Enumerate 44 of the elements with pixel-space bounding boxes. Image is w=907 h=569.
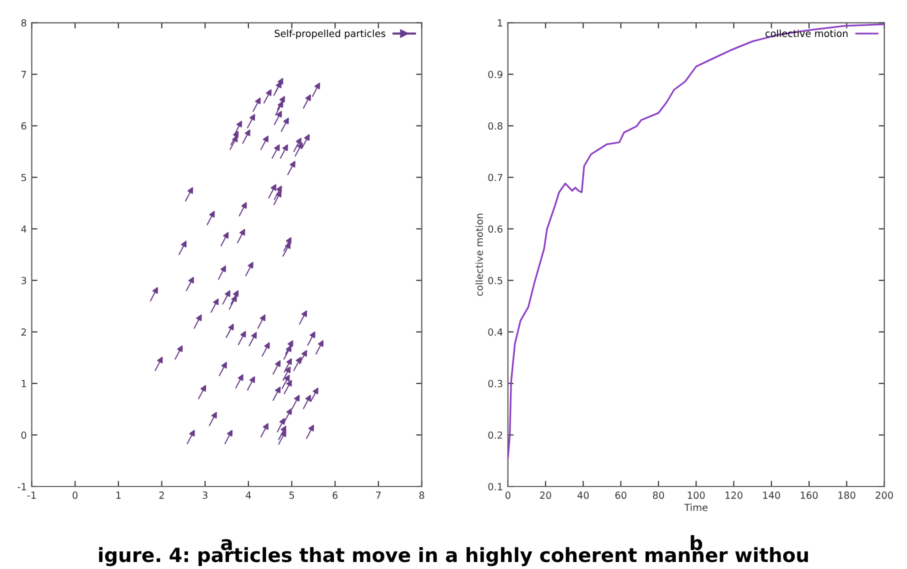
- x-tick-label: 0: [72, 492, 78, 499]
- x-tick-label: 5: [289, 492, 294, 499]
- x-tick-label: 3: [202, 492, 208, 499]
- x-tick-label: 120: [726, 492, 742, 499]
- x-axis-title: Time: [684, 504, 708, 512]
- y-tick-label: 3: [21, 276, 26, 284]
- x-tick-label: 6: [332, 492, 338, 499]
- x-tick-label: 2: [159, 492, 164, 499]
- x-tick-label: 0: [505, 492, 510, 499]
- y-tick-label: 1: [498, 19, 502, 26]
- x-tick-label: 8: [419, 492, 424, 499]
- x-tick-label: 7: [376, 492, 381, 499]
- y-tick-label: -1: [18, 483, 26, 490]
- x-tick-label: 180: [838, 492, 856, 499]
- y-tick-label: 5: [21, 174, 26, 182]
- y-tick-label: 6: [21, 122, 26, 130]
- y-tick-label: 0.2: [488, 431, 502, 439]
- legend-label: Self-propelled particles: [274, 30, 386, 39]
- x-tick-label: 1: [116, 492, 121, 499]
- x-tick-label: 80: [652, 492, 664, 499]
- y-tick-label: 0: [21, 431, 26, 439]
- x-tick-label: 160: [800, 492, 818, 499]
- x-tick-label: 100: [688, 492, 705, 499]
- y-tick-label: 8: [21, 19, 26, 27]
- x-tick-label: 20: [540, 492, 552, 499]
- y-tick-label: 7: [21, 70, 26, 78]
- x-tick-label: 60: [615, 492, 626, 499]
- y-tick-label: 1: [22, 380, 26, 388]
- x-tick-label: 140: [763, 492, 780, 499]
- x-tick-label: 4: [246, 492, 251, 499]
- x-tick-label: 200: [876, 492, 893, 499]
- y-tick-label: 0.3: [488, 380, 502, 388]
- y-tick-label: 2: [21, 328, 26, 336]
- y-tick-label: 0.1: [488, 482, 502, 490]
- y-tick-label: 4: [21, 225, 26, 233]
- y-tick-label: 0.4: [488, 328, 503, 336]
- y-tick-label: 0.6: [488, 225, 502, 233]
- x-tick-label: 40: [577, 492, 589, 499]
- y-tick-label: 0.8: [488, 122, 502, 130]
- y-tick-label: 0.5: [488, 276, 502, 284]
- y-tick-label: 0.7: [488, 174, 502, 182]
- y-axis-title: collective motion: [475, 214, 483, 296]
- x-tick-label: -1: [27, 492, 36, 499]
- y-tick-label: 0.9: [488, 70, 502, 78]
